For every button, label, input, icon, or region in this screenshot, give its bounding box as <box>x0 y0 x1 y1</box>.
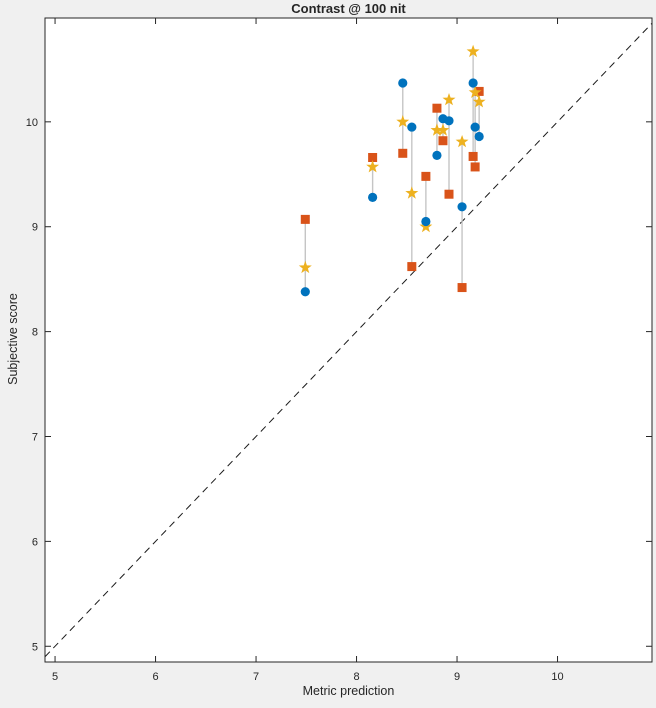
star-marker <box>472 95 486 108</box>
circle-marker <box>432 150 442 161</box>
chart-title: Contrast @ 100 nit <box>291 1 406 16</box>
star-marker <box>396 115 410 128</box>
y-tick-label: 5 <box>32 641 38 653</box>
x-tick-label: 8 <box>353 671 359 683</box>
star-marker <box>436 123 450 136</box>
x-tick-label: 5 <box>52 671 58 683</box>
circle-marker <box>407 122 417 132</box>
star-marker <box>466 44 480 58</box>
square-marker <box>421 171 431 181</box>
square-marker <box>407 262 417 272</box>
square-marker <box>300 214 310 224</box>
circle-marker <box>470 122 480 132</box>
circle-marker <box>398 78 408 88</box>
square-marker <box>432 103 442 113</box>
x-axis-label: Metric prediction <box>302 684 395 698</box>
circle-marker <box>421 216 431 227</box>
star-marker <box>442 93 456 106</box>
square-marker <box>470 162 480 172</box>
x-tick-label: 9 <box>454 671 460 683</box>
y-tick-label: 8 <box>32 327 38 339</box>
star-marker <box>430 123 444 136</box>
circle-marker <box>468 78 478 88</box>
circle-marker <box>457 202 467 212</box>
x-tick-label: 6 <box>152 671 158 683</box>
star-marker <box>405 186 419 199</box>
square-marker <box>468 151 478 161</box>
y-tick-label: 6 <box>32 536 38 548</box>
star-marker <box>298 260 312 274</box>
circle-marker <box>368 192 378 202</box>
square-marker <box>444 189 454 199</box>
y-tick-label: 7 <box>32 431 38 443</box>
square-marker <box>398 148 408 158</box>
y-axis-label: Subjective score <box>6 293 20 385</box>
identity-line <box>44 22 653 658</box>
circle-marker <box>300 287 310 297</box>
star-marker <box>468 85 482 98</box>
x-tick-label: 10 <box>551 671 563 683</box>
square-marker <box>368 152 378 162</box>
y-tick-label: 9 <box>32 222 38 234</box>
star-marker <box>366 160 380 173</box>
circle-marker <box>444 116 454 126</box>
square-marker <box>457 283 467 293</box>
x-tick-label: 7 <box>253 671 259 683</box>
square-marker <box>438 136 448 146</box>
circle-marker <box>474 131 484 142</box>
star-marker <box>455 135 469 148</box>
y-tick-label: 10 <box>26 117 38 129</box>
